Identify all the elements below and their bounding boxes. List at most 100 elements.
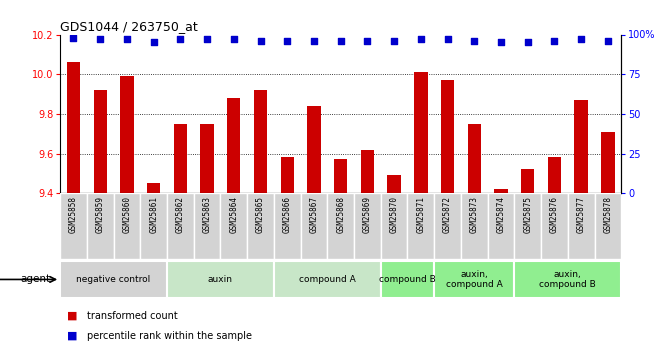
Bar (468, 124, 481, 193)
Bar (274, 193, 301, 259)
Point (522, 40, 533, 45)
Text: GSM25875: GSM25875 (523, 196, 532, 234)
Text: GSM25865: GSM25865 (256, 196, 265, 234)
Bar (120, 76, 134, 193)
Bar (94, 90, 107, 193)
Point (122, 37, 132, 42)
Text: GSM25866: GSM25866 (283, 196, 292, 234)
Point (95, 37, 106, 42)
Point (255, 38, 266, 43)
Point (576, 37, 587, 42)
Bar (220, 193, 247, 259)
Point (549, 38, 560, 43)
Point (389, 38, 399, 43)
Bar (568, 193, 595, 259)
Text: GSM25878: GSM25878 (603, 196, 613, 234)
Bar (274, 261, 381, 298)
Text: compound A: compound A (299, 275, 355, 284)
Text: compound B: compound B (379, 275, 436, 284)
Bar (87, 193, 114, 259)
Point (496, 40, 506, 45)
Point (202, 37, 212, 42)
Text: GSM25873: GSM25873 (470, 196, 479, 234)
Bar (548, 158, 561, 193)
Bar (200, 124, 214, 193)
Point (415, 37, 426, 42)
Bar (67, 62, 80, 193)
Bar (387, 175, 401, 193)
Bar (595, 193, 621, 259)
Text: GSM25858: GSM25858 (69, 196, 78, 234)
Text: GSM25870: GSM25870 (389, 196, 399, 234)
Bar (514, 193, 541, 259)
Bar (167, 193, 194, 259)
Point (335, 38, 346, 43)
Point (228, 37, 239, 42)
Text: ■: ■ (67, 311, 77, 321)
Bar (227, 98, 240, 193)
Bar (461, 193, 488, 259)
Point (175, 37, 186, 42)
Bar (361, 150, 374, 193)
Bar (601, 132, 615, 193)
Text: percentile rank within the sample: percentile rank within the sample (87, 331, 252, 341)
Bar (147, 183, 160, 193)
Text: GSM25876: GSM25876 (550, 196, 559, 234)
Text: GSM25871: GSM25871 (416, 196, 426, 234)
Text: GSM25860: GSM25860 (122, 196, 132, 234)
Text: GSM25861: GSM25861 (149, 196, 158, 234)
Point (442, 37, 453, 42)
Bar (381, 261, 434, 298)
Bar (381, 193, 407, 259)
Bar (334, 159, 347, 193)
Bar (414, 72, 428, 193)
Bar (541, 193, 568, 259)
Bar (434, 261, 514, 298)
Point (469, 38, 480, 43)
Bar (194, 193, 220, 259)
Bar (60, 193, 87, 259)
Text: ■: ■ (67, 331, 77, 341)
Bar (114, 193, 140, 259)
Bar (60, 261, 167, 298)
Point (603, 38, 613, 43)
Text: GSM25877: GSM25877 (576, 196, 586, 234)
Text: auxin: auxin (208, 275, 233, 284)
Text: GSM25864: GSM25864 (229, 196, 238, 234)
Text: auxin,
compound B: auxin, compound B (540, 270, 596, 289)
Text: GDS1044 / 263750_at: GDS1044 / 263750_at (60, 20, 198, 33)
Text: negative control: negative control (76, 275, 151, 284)
Text: GSM25863: GSM25863 (202, 196, 212, 234)
Bar (434, 193, 461, 259)
Text: GSM25872: GSM25872 (443, 196, 452, 234)
Text: GSM25868: GSM25868 (336, 196, 345, 234)
Bar (441, 80, 454, 193)
Point (282, 38, 293, 43)
Bar (488, 193, 514, 259)
Bar (167, 261, 274, 298)
Bar (407, 193, 434, 259)
Bar (514, 261, 621, 298)
Text: GSM25859: GSM25859 (96, 196, 105, 234)
Text: GSM25862: GSM25862 (176, 196, 185, 234)
Bar (247, 193, 274, 259)
Bar (281, 158, 294, 193)
Point (362, 38, 373, 43)
Text: transformed count: transformed count (87, 311, 178, 321)
Point (68, 35, 79, 40)
Text: GSM25869: GSM25869 (363, 196, 372, 234)
Bar (521, 169, 534, 193)
Bar (494, 189, 508, 193)
Text: agent: agent (20, 275, 50, 284)
Bar (354, 193, 381, 259)
Point (309, 38, 319, 43)
Text: GSM25867: GSM25867 (309, 196, 319, 234)
Text: auxin,
compound A: auxin, compound A (446, 270, 502, 289)
Bar (174, 124, 187, 193)
Text: GSM25874: GSM25874 (496, 196, 506, 234)
Bar (574, 100, 588, 193)
Bar (140, 193, 167, 259)
Bar (254, 90, 267, 193)
Bar (327, 193, 354, 259)
Bar (307, 106, 321, 193)
